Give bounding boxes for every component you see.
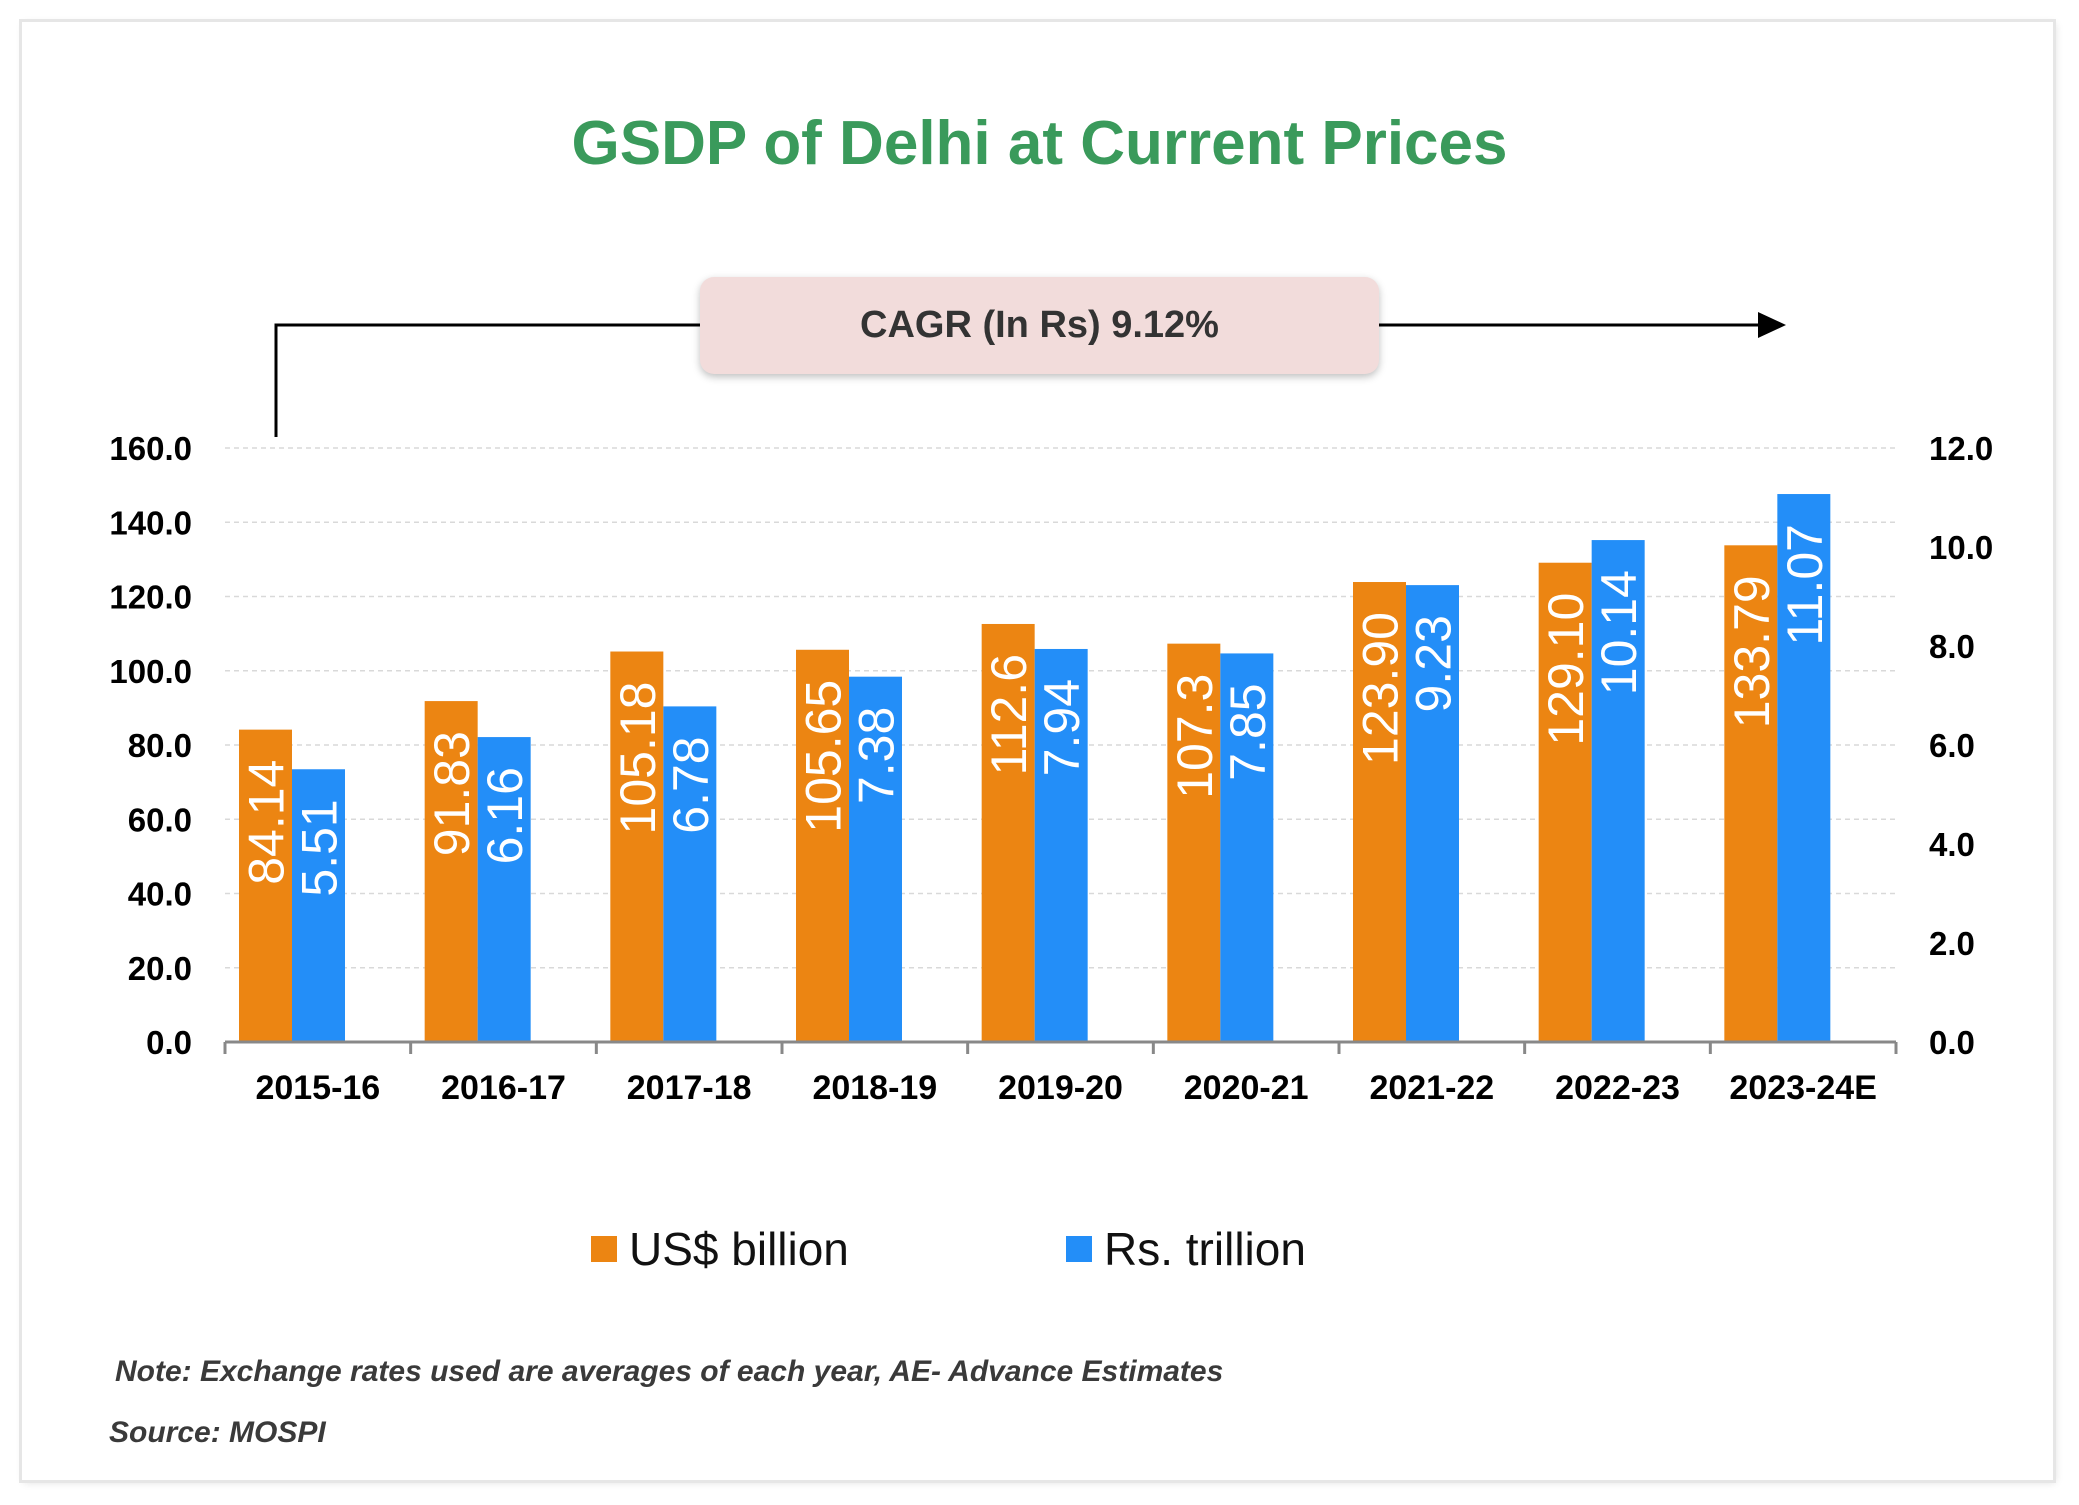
left-axis-tick-label: 160.0	[109, 430, 192, 467]
bar-rs	[292, 769, 345, 1042]
data-label-rs: 9.23	[1406, 615, 1462, 712]
bar-rs	[849, 676, 902, 1042]
data-label-usd: 91.83	[424, 731, 480, 856]
source-note: Source: MOSPI	[109, 1416, 326, 1449]
left-axis-tick-label: 120.0	[109, 579, 192, 616]
data-label-usd: 123.90	[1353, 612, 1409, 765]
bar-usd	[1724, 545, 1778, 1042]
legend-swatch-usd	[591, 1236, 617, 1262]
left-axis-tick-label: 80.0	[128, 727, 192, 764]
category-label: 2015-16	[255, 1069, 380, 1107]
bar-usd	[981, 623, 1035, 1042]
category-label: 2017-18	[627, 1069, 752, 1107]
data-label-usd: 129.10	[1538, 593, 1594, 746]
data-label-usd: 105.65	[796, 680, 852, 833]
category-label: 2022-23	[1555, 1069, 1680, 1107]
right-axis-tick-label: 10.0	[1929, 529, 1993, 566]
footnote: Note: Exchange rates used are averages o…	[115, 1355, 1224, 1388]
category-label: 2021-22	[1369, 1069, 1494, 1107]
data-label-usd: 107.3	[1167, 674, 1223, 799]
legend-item-usd: US$ billion	[591, 1222, 849, 1276]
bar-usd	[610, 651, 664, 1042]
chart-title: GSDP of Delhi at Current Prices	[571, 109, 1508, 178]
category-label: 2020-21	[1184, 1069, 1309, 1107]
cagr-arrow-left	[274, 323, 700, 437]
left-axis-tick-label: 100.0	[109, 653, 192, 690]
bar-rs	[1220, 653, 1274, 1042]
data-label-rs: 11.07	[1777, 524, 1833, 645]
left-axis-tick-label: 140.0	[109, 504, 192, 541]
data-label-usd: 133.79	[1724, 575, 1780, 728]
bar-rs	[1591, 540, 1645, 1042]
left-axis-tick-label: 40.0	[128, 876, 192, 913]
legend-item-rs: Rs. trillion	[1066, 1222, 1306, 1276]
right-axis-tick-label: 2.0	[1929, 925, 1975, 962]
bar-usd	[1353, 582, 1406, 1042]
bar-usd	[1538, 562, 1592, 1042]
cagr-annotation: CAGR (In Rs) 9.12%	[700, 277, 1379, 374]
data-label-rs: 5.51	[292, 799, 348, 896]
left-axis-tick-label: 20.0	[128, 950, 192, 987]
bar-usd	[1167, 643, 1221, 1042]
bar-rs	[1406, 585, 1459, 1042]
bar-usd	[796, 649, 849, 1042]
data-label-usd: 112.6	[981, 654, 1037, 775]
right-axis-tick-label: 6.0	[1929, 727, 1975, 764]
legend-label-usd: US$ billion	[629, 1223, 849, 1275]
left-axis-tick-label: 0.0	[146, 1024, 192, 1061]
bar-usd	[424, 701, 478, 1042]
bar-rs	[1777, 494, 1831, 1042]
data-label-usd: 105.18	[610, 682, 666, 835]
data-label-rs: 6.78	[663, 736, 719, 833]
arrowhead-icon	[1758, 312, 1786, 338]
right-axis-tick-label: 0.0	[1929, 1024, 1975, 1061]
category-label: 2019-20	[998, 1069, 1123, 1107]
data-label-rs: 7.94	[1034, 679, 1090, 776]
bar-usd	[239, 729, 292, 1042]
category-label: 2018-19	[812, 1069, 937, 1107]
bar-rs	[663, 706, 717, 1042]
data-label-rs: 6.16	[477, 767, 533, 864]
category-label: 2016-17	[441, 1069, 566, 1107]
data-label-rs: 10.14	[1591, 570, 1647, 695]
data-label-rs: 7.38	[849, 707, 905, 804]
data-label-rs: 7.85	[1220, 683, 1276, 780]
category-label: 2023-24E	[1729, 1069, 1876, 1107]
right-axis-tick-label: 12.0	[1929, 430, 1993, 467]
right-axis-tick-label: 8.0	[1929, 628, 1975, 665]
legend-swatch-rs	[1066, 1236, 1092, 1262]
legend-label-rs: Rs. trillion	[1104, 1223, 1306, 1275]
bar-rs	[477, 737, 531, 1042]
bar-rs	[1034, 648, 1088, 1042]
left-axis-tick-label: 60.0	[128, 801, 192, 838]
data-label-usd: 84.14	[239, 760, 295, 885]
right-axis-tick-label: 4.0	[1929, 826, 1975, 863]
